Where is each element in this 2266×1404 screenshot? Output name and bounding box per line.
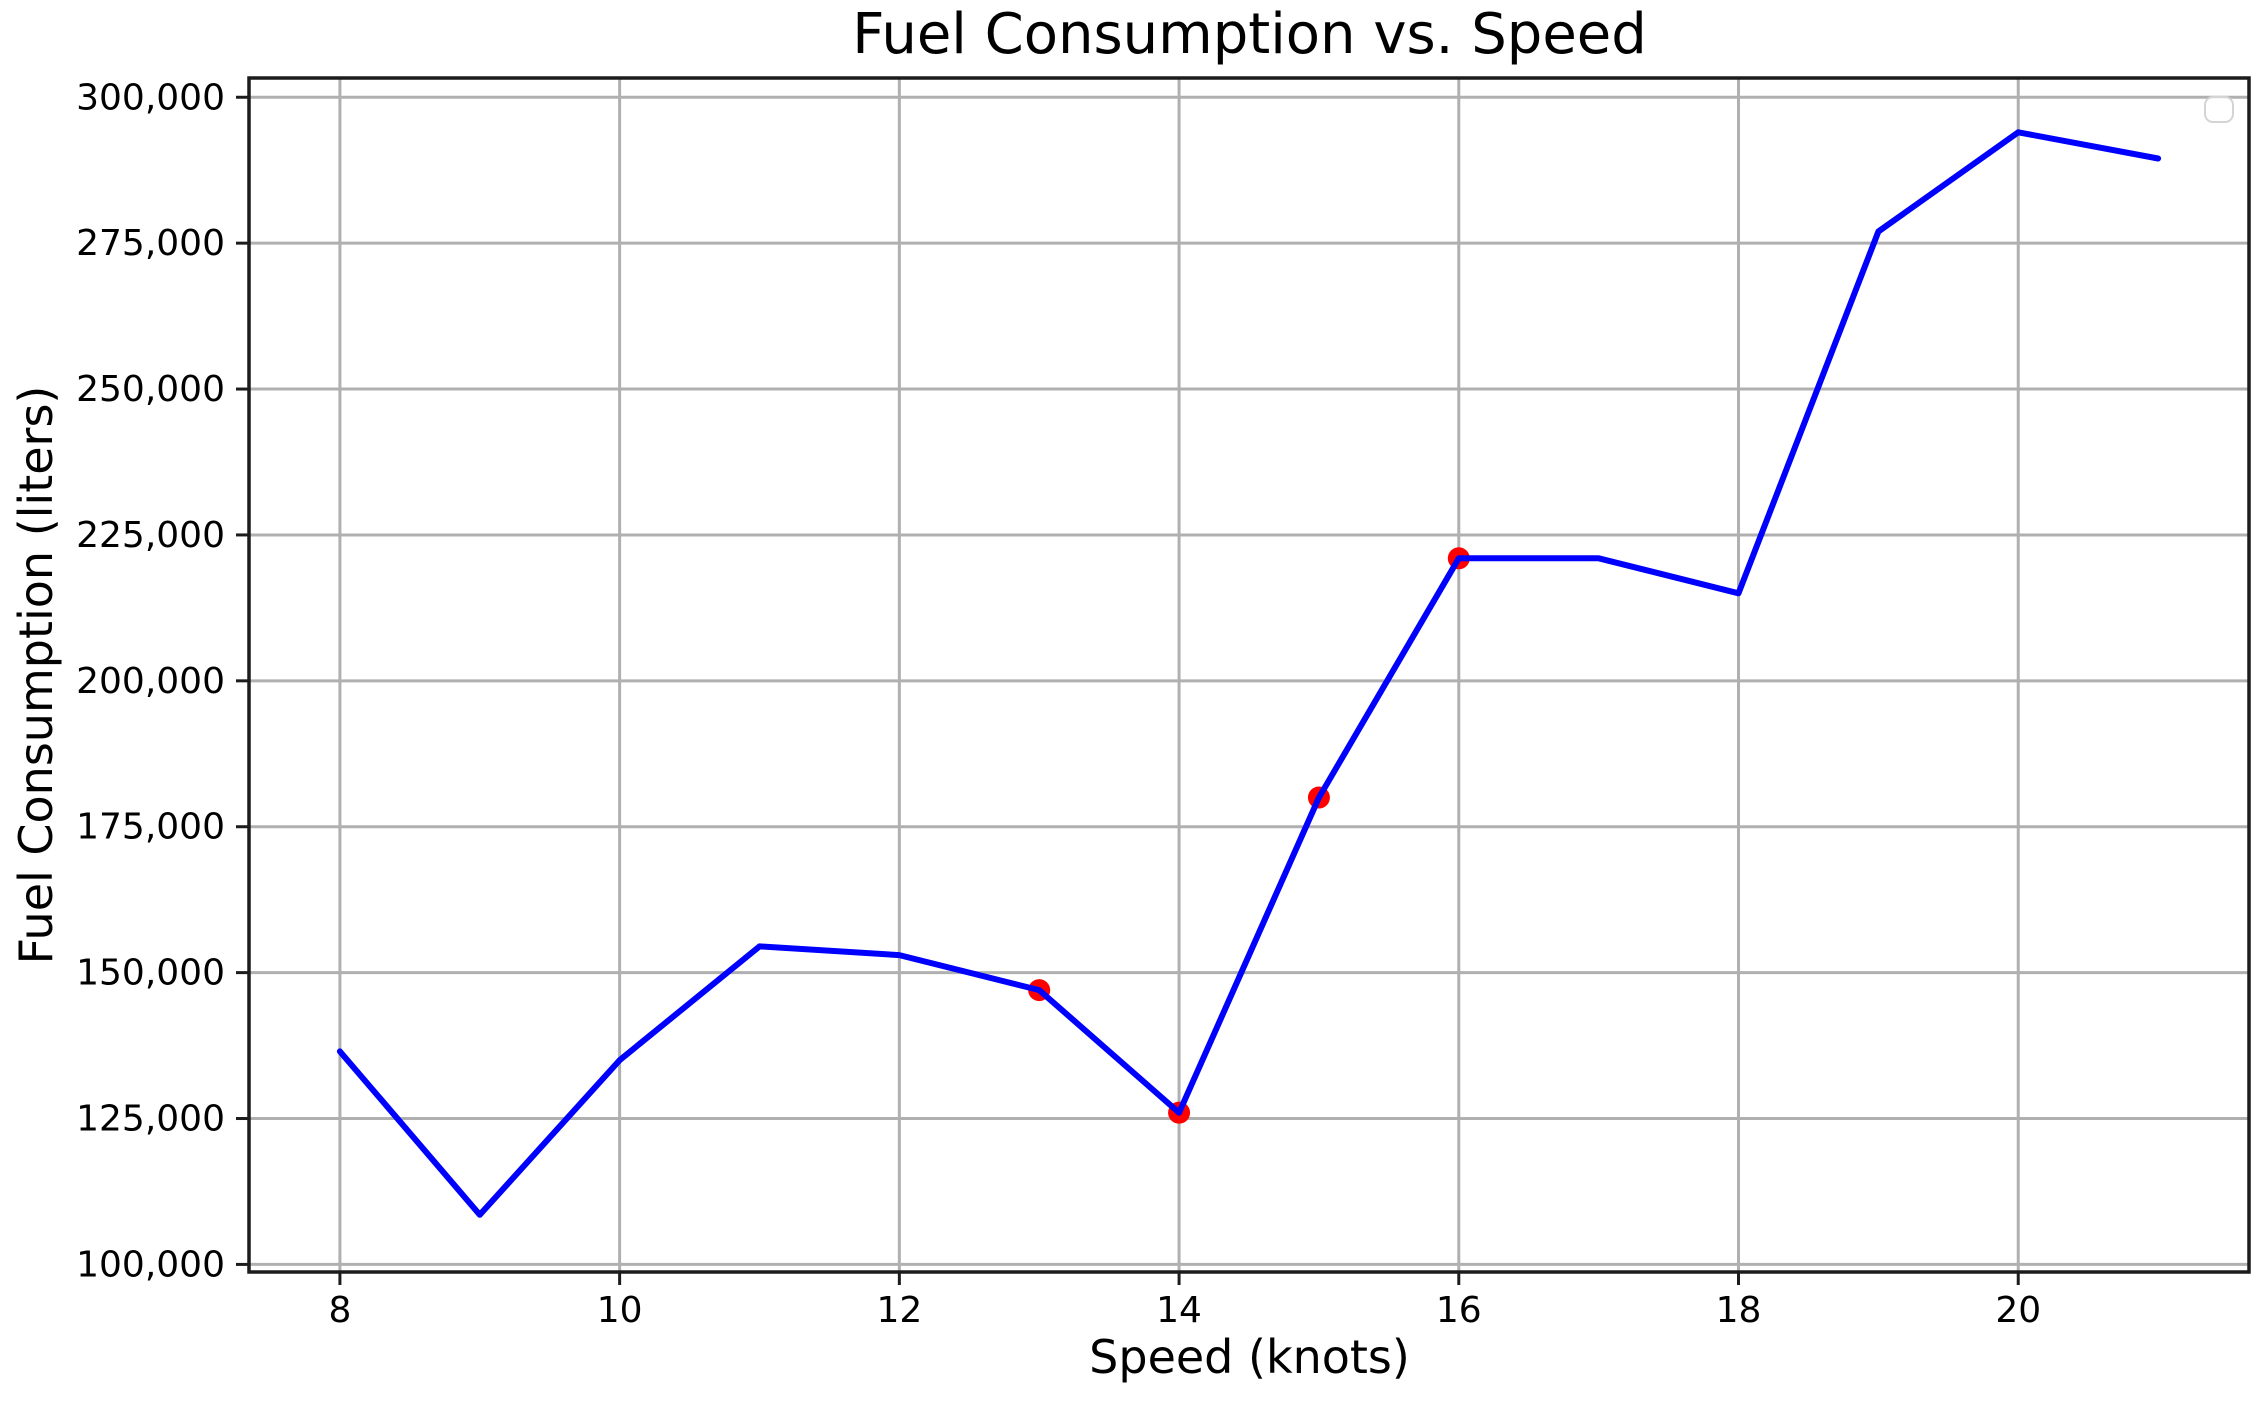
- y-tick-label: 300,000: [76, 77, 225, 118]
- x-tick-label: 18: [1716, 1290, 1762, 1331]
- x-tick-label: 8: [328, 1290, 351, 1331]
- x-tick-label: 14: [1156, 1290, 1202, 1331]
- x-tick-label: 20: [1995, 1290, 2041, 1331]
- plot-spines: [247, 76, 2251, 1274]
- x-axis-label: Speed (knots): [1089, 1330, 1410, 1384]
- data-line: [336, 129, 2162, 1218]
- x-tick-label: 16: [1436, 1290, 1482, 1331]
- y-tick-label: 250,000: [76, 369, 225, 410]
- y-tick-label: 100,000: [76, 1244, 225, 1285]
- y-tick-label: 125,000: [76, 1099, 225, 1140]
- y-tick-label: 275,000: [76, 223, 225, 264]
- y-tick-label: 225,000: [76, 515, 225, 556]
- chart-title: Fuel Consumption vs. Speed: [852, 2, 1647, 67]
- x-tick-label: 12: [876, 1290, 922, 1331]
- y-tick-label: 175,000: [76, 807, 225, 848]
- y-axis-label: Fuel Consumption (liters): [9, 385, 63, 965]
- legend-box: [2204, 96, 2234, 123]
- x-tick-label: 10: [597, 1290, 643, 1331]
- y-tick-label: 150,000: [76, 953, 225, 994]
- y-tick-label: 200,000: [76, 661, 225, 702]
